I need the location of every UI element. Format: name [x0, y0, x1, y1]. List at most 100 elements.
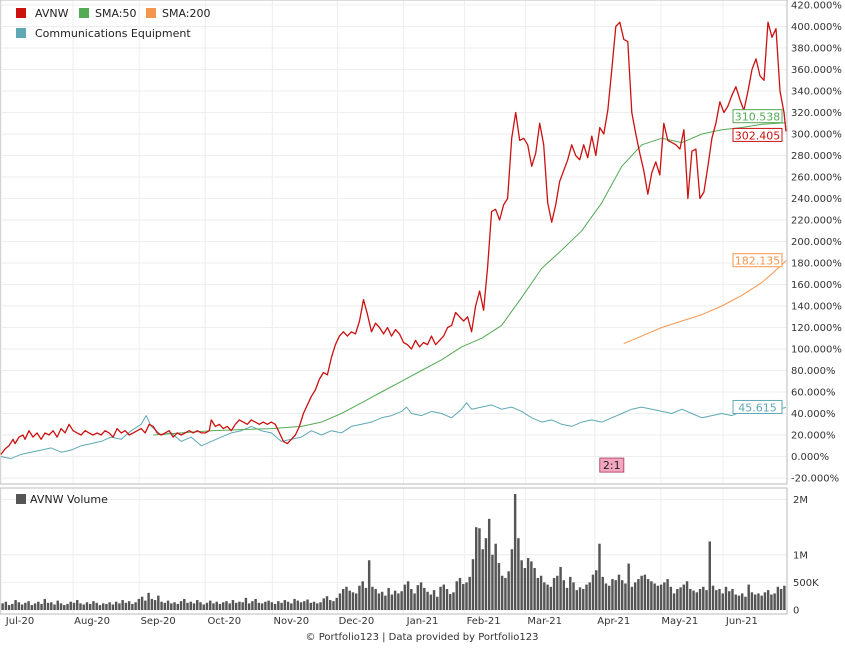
volume-bar — [319, 602, 322, 610]
volume-bar — [306, 599, 309, 610]
volume-bar — [763, 592, 767, 610]
legend-item-avnw[interactable]: AVNW — [16, 7, 69, 20]
volume-bar — [247, 603, 251, 610]
volume-bar — [546, 584, 549, 610]
volume-bar — [679, 587, 682, 610]
volume-bar — [299, 602, 303, 610]
legend-item-comm[interactable]: Communications Equipment — [16, 27, 191, 40]
volume-bar — [283, 600, 287, 610]
annotations: 2:1 — [599, 457, 625, 473]
volume-bar — [715, 590, 718, 610]
volume-bars — [1, 494, 786, 610]
last-value-box-sma50 — [732, 109, 783, 124]
volume-bar — [43, 598, 47, 610]
volume-bar — [108, 602, 111, 610]
volume-bar — [66, 603, 69, 610]
volume-bar — [406, 581, 410, 610]
volume-bar — [231, 600, 235, 610]
volume-bar — [277, 601, 280, 610]
volume-bar — [585, 584, 588, 610]
volume-bar — [708, 541, 711, 610]
volume-bar — [244, 597, 248, 610]
volume-bar — [624, 583, 627, 610]
volume-bar — [429, 594, 433, 610]
volume-bar — [364, 587, 368, 610]
volume-bar — [40, 603, 43, 610]
volume-bar — [526, 558, 530, 610]
volume-bar — [329, 600, 332, 610]
volume-bar — [85, 602, 89, 610]
volume-bar — [218, 603, 222, 610]
split-badge[interactable] — [599, 457, 625, 473]
volume-bar — [413, 593, 416, 610]
x-tick-label: Oct-20 — [207, 616, 241, 627]
price-tick-label: 60.000% — [791, 388, 836, 399]
volume-bar — [442, 584, 446, 610]
volume-bar — [316, 603, 319, 610]
volume-bar — [462, 584, 465, 610]
volume-bar — [766, 590, 770, 610]
volume-bar — [543, 582, 546, 610]
volume-bar — [312, 601, 316, 610]
legend-swatch-avnw — [16, 8, 26, 18]
volume-bar — [209, 600, 212, 610]
volume-tick-label: 1M — [793, 550, 808, 561]
volume-bar — [614, 580, 617, 610]
volume-bar — [286, 601, 290, 610]
volume-bar — [273, 603, 277, 610]
series-line-avnw — [0, 21, 787, 455]
volume-bar — [403, 584, 407, 610]
volume-bar — [7, 605, 11, 610]
volume-bar — [646, 579, 650, 610]
volume-panel-title: AVNW Volume — [30, 493, 108, 506]
volume-bar — [14, 600, 17, 610]
volume-bar — [510, 549, 514, 610]
volume-bar — [760, 595, 763, 610]
legend-label-sma200: SMA:200 — [162, 7, 211, 20]
volume-bar — [520, 560, 523, 610]
volume-bar — [361, 581, 364, 610]
volume-bar — [238, 601, 241, 610]
volume-bar — [140, 596, 144, 610]
legend: AVNW SMA:50 SMA:200 Communications Equip… — [16, 7, 211, 506]
volume-bar — [666, 579, 669, 610]
price-axis-ticks: 420.000% 400.000% 380.000% 360.000% 340.000%… — [791, 1, 842, 485]
volume-bar — [640, 575, 643, 610]
volume-bar — [212, 603, 215, 610]
price-tick-label: 320.000% — [791, 108, 842, 119]
volume-bar — [643, 574, 647, 610]
volume-bar — [481, 549, 484, 610]
volume-bar — [468, 576, 471, 610]
volume-bar — [770, 594, 773, 610]
volume-bar — [380, 591, 384, 610]
volume-bar — [416, 585, 420, 610]
legend-item-sma50[interactable]: SMA:50 — [79, 7, 137, 20]
volume-bar — [367, 560, 371, 610]
price-tick-label: 40.000% — [791, 409, 836, 420]
legend-swatch-comm — [16, 28, 26, 38]
volume-bar — [179, 601, 183, 610]
volume-bar — [776, 586, 780, 610]
volume-bar — [234, 602, 238, 610]
x-tick-label: Aug-20 — [74, 616, 110, 627]
legend-item-sma200[interactable]: SMA:200 — [146, 7, 211, 20]
last-value-box-comm — [732, 399, 783, 414]
volume-bar — [225, 601, 228, 610]
price-tick-label: 300.000% — [791, 130, 842, 141]
volume-bar — [559, 566, 562, 610]
volume-bar — [494, 543, 497, 610]
legend-item-volume[interactable]: AVNW Volume — [16, 493, 108, 506]
volume-bar — [695, 592, 699, 610]
volume-bar — [637, 579, 640, 610]
volume-bar — [173, 602, 176, 610]
volume-bar — [192, 603, 196, 610]
volume-bar — [747, 584, 750, 610]
last-value-box-sma200 — [732, 253, 783, 268]
volume-bar — [322, 598, 325, 610]
volume-bar — [539, 575, 543, 610]
price-tick-label: 280.000% — [791, 151, 842, 162]
volume-bar — [449, 593, 452, 610]
volume-bar — [773, 593, 776, 610]
volume-bar — [189, 601, 192, 610]
